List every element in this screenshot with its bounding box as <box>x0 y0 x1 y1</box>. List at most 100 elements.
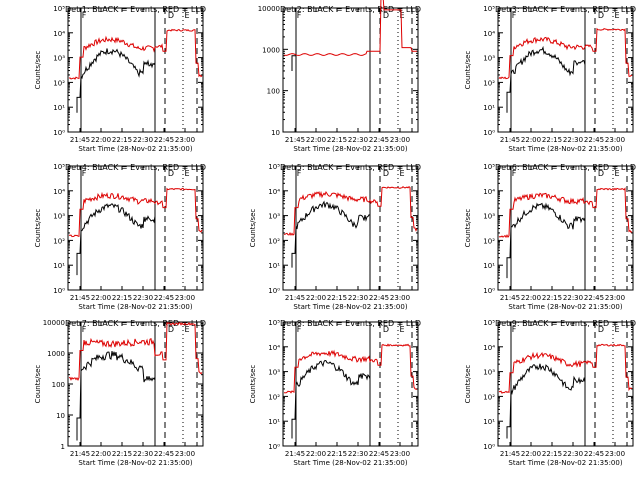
y-tick-label: 1000 <box>262 46 280 54</box>
x-tick-label: 22:45 <box>154 136 174 144</box>
marker-label-E: E <box>184 169 189 178</box>
y-tick-label: 10⁰ <box>483 287 495 295</box>
y-tick-label: 10⁴ <box>268 344 280 352</box>
x-tick-label: 21:45 <box>70 294 90 302</box>
x-tick-label: 21:45 <box>70 136 90 144</box>
marker-label-D: D <box>383 11 389 20</box>
plot-frame <box>67 165 204 291</box>
events-series-line <box>506 363 586 439</box>
y-tick-label: 10³ <box>268 213 280 221</box>
y-tick-label: 10³ <box>483 369 495 377</box>
plot-frame <box>67 7 204 133</box>
y-tick-label: 10⁵ <box>53 5 65 13</box>
x-tick-label: 22:15 <box>542 136 562 144</box>
y-tick-label: 10⁵ <box>483 163 495 171</box>
y-tick-label: 10³ <box>268 369 280 377</box>
lld-series-line <box>498 187 633 239</box>
y-tick-label: 10³ <box>53 55 65 63</box>
chart-title: Det 2: BLACK = Events, RED = LLD <box>280 5 421 14</box>
lld-series-line <box>283 186 418 237</box>
marker-label-F: F <box>512 325 517 334</box>
y-tick-label: 10000 <box>43 319 65 327</box>
y-tick-label: 10² <box>483 237 495 245</box>
x-tick-label: 21:45 <box>285 294 305 302</box>
marker-label-D: D <box>598 325 604 334</box>
marker-label-E: E <box>614 169 619 178</box>
marker-label-F: F <box>297 325 302 334</box>
y-tick-label: 10⁰ <box>483 129 495 137</box>
x-axis-label: Start Time (28-Nov-02 21:35:00) <box>508 303 622 311</box>
lld-series-line <box>68 321 203 382</box>
x-tick-label: 22:00 <box>521 450 541 458</box>
x-tick-label: 22:15 <box>112 136 132 144</box>
marker-label-E: E <box>399 11 404 20</box>
y-tick-label: 10⁵ <box>53 163 65 171</box>
x-axis-label: Start Time (28-Nov-02 21:35:00) <box>293 303 407 311</box>
x-tick-label: 22:15 <box>327 294 347 302</box>
events-series-line <box>76 48 156 113</box>
marker-label-F: F <box>512 169 517 178</box>
chart-title: Det 8: BLACK = Events, RED = LLD <box>280 319 421 328</box>
x-tick-label: 23:00 <box>390 294 410 302</box>
x-tick-label: 23:00 <box>390 450 410 458</box>
x-tick-label: 23:00 <box>605 294 625 302</box>
x-tick-label: 21:45 <box>500 450 520 458</box>
y-tick-label: 10000 <box>258 5 280 13</box>
x-tick-label: 22:00 <box>306 136 326 144</box>
x-tick-label: 22:00 <box>521 294 541 302</box>
x-axis-label: Start Time (28-Nov-02 21:35:00) <box>78 145 192 153</box>
x-tick-label: 23:00 <box>175 294 195 302</box>
marker-label-F: F <box>512 11 517 20</box>
marker-label-D: D <box>598 11 604 20</box>
chart-title: Det 9: BLACK = Events, RED = LLD <box>495 319 636 328</box>
x-axis-label: Start Time (28-Nov-02 21:35:00) <box>78 303 192 311</box>
y-tick-label: 10² <box>53 237 65 245</box>
y-axis-label: Counts/sec <box>34 365 42 404</box>
x-tick-label: 22:30 <box>348 294 368 302</box>
y-tick-label: 10² <box>268 393 280 401</box>
x-tick-label: 22:15 <box>327 450 347 458</box>
x-tick-label: 22:15 <box>327 136 347 144</box>
y-tick-label: 10⁴ <box>483 188 495 196</box>
marker-label-E: E <box>614 11 619 20</box>
marker-label-D: D <box>168 169 174 178</box>
y-axis-label: Counts/sec <box>464 365 472 404</box>
y-tick-label: 10¹ <box>53 104 65 112</box>
chart-panel-5: Det 5: BLACK = Events, RED = LLD 10⁰ 10¹ 10… <box>249 163 421 311</box>
y-tick-label: 10² <box>483 393 495 401</box>
plot-frame <box>497 7 634 133</box>
chart-title: Det 5: BLACK = Events, RED = LLD <box>280 163 421 172</box>
y-axis-label: Counts/sec <box>249 209 257 248</box>
y-tick-label: 1000 <box>47 350 65 358</box>
marker-label-E: E <box>399 325 404 334</box>
y-tick-label: 10⁴ <box>53 188 65 196</box>
x-tick-label: 22:00 <box>91 294 111 302</box>
marker-label-F: F <box>297 169 302 178</box>
x-tick-label: 22:30 <box>348 136 368 144</box>
marker-label-E: E <box>184 325 189 334</box>
events-series-line <box>506 202 586 279</box>
y-tick-label: 100 <box>52 381 65 389</box>
x-tick-label: 22:15 <box>112 294 132 302</box>
plot-frame <box>497 165 634 291</box>
x-tick-label: 22:00 <box>91 136 111 144</box>
lld-series-line <box>498 27 633 80</box>
events-series-line <box>291 55 296 71</box>
x-tick-label: 22:45 <box>369 450 389 458</box>
x-tick-label: 22:30 <box>563 294 583 302</box>
x-axis-label: Start Time (28-Nov-02 21:35:00) <box>78 459 192 467</box>
x-tick-label: 22:30 <box>563 136 583 144</box>
y-axis-label: Counts/sec <box>34 51 42 90</box>
x-tick-label: 22:15 <box>542 294 562 302</box>
y-tick-label: 10⁵ <box>268 163 280 171</box>
y-tick-label: 10¹ <box>268 262 280 270</box>
x-tick-label: 21:45 <box>500 136 520 144</box>
x-tick-label: 22:30 <box>133 294 153 302</box>
x-tick-label: 23:00 <box>605 136 625 144</box>
x-tick-label: 23:00 <box>175 136 195 144</box>
events-series-line <box>291 200 371 268</box>
marker-label-E: E <box>184 11 189 20</box>
y-tick-label: 10¹ <box>483 262 495 270</box>
y-tick-label: 10³ <box>483 213 495 221</box>
x-tick-label: 23:00 <box>390 136 410 144</box>
